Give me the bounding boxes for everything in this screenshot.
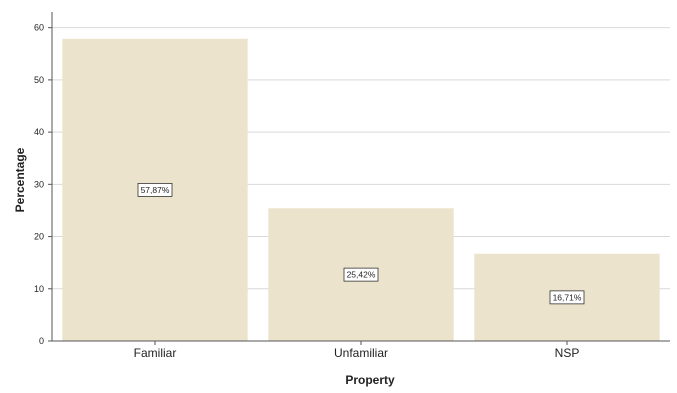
data-label-box xyxy=(137,182,173,197)
axes: 0 10 20 30 40 50 60 Familiar Unfamiliar NSP xyxy=(34,12,670,360)
x-axis-title: Property xyxy=(345,373,395,387)
data-label-box xyxy=(343,267,379,282)
x-tick-label: Familiar xyxy=(134,346,177,360)
data-labels: 57,87% 25,42% 16,71% xyxy=(137,182,585,305)
y-tick-label: 30 xyxy=(34,179,44,189)
data-label: 25,42% xyxy=(347,270,376,280)
y-tick-label: 50 xyxy=(34,75,44,85)
y-axis-title: Percentage xyxy=(13,147,27,212)
y-tick-label: 10 xyxy=(34,284,44,294)
y-tick-label: 60 xyxy=(34,23,44,33)
x-tick-label: NSP xyxy=(555,346,580,360)
y-tick-label: 20 xyxy=(34,232,44,242)
x-tick-label: Unfamiliar xyxy=(334,346,388,360)
data-label: 57,87% xyxy=(141,185,170,195)
data-label: 16,71% xyxy=(553,292,582,302)
y-tick-label: 0 xyxy=(39,336,44,346)
data-label-box xyxy=(549,290,585,305)
y-tick-label: 40 xyxy=(34,127,44,137)
